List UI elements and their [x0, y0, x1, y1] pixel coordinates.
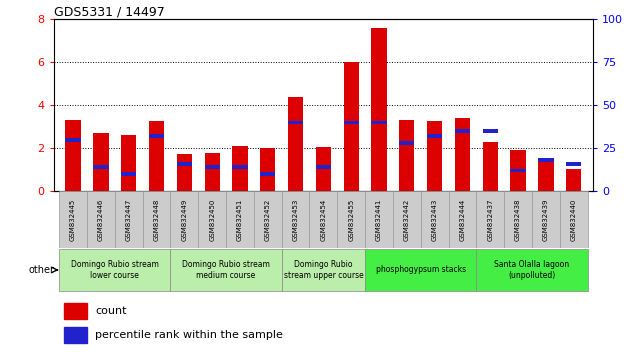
Bar: [260, 148, 275, 191]
Text: GSM832446: GSM832446: [98, 198, 104, 241]
Text: GSM832448: GSM832448: [153, 198, 160, 241]
Bar: [170, 191, 198, 248]
Text: GSM832454: GSM832454: [321, 198, 326, 241]
Bar: [177, 154, 192, 191]
Text: GSM832440: GSM832440: [570, 198, 577, 241]
Text: phosphogypsum stacks: phosphogypsum stacks: [375, 266, 466, 274]
FancyBboxPatch shape: [476, 249, 587, 291]
Bar: [66, 120, 81, 191]
Text: GSM832443: GSM832443: [432, 198, 438, 241]
Text: GSM832441: GSM832441: [376, 198, 382, 241]
Bar: [532, 191, 560, 248]
Text: GSM832452: GSM832452: [265, 198, 271, 241]
Bar: [449, 191, 476, 248]
Bar: [538, 162, 553, 191]
Bar: [455, 129, 470, 133]
Bar: [483, 142, 498, 191]
Bar: [260, 172, 275, 176]
Bar: [204, 153, 220, 191]
FancyBboxPatch shape: [365, 249, 476, 291]
Bar: [399, 141, 415, 145]
Text: GSM832450: GSM832450: [209, 198, 215, 241]
Bar: [510, 150, 526, 191]
FancyBboxPatch shape: [170, 249, 281, 291]
Text: percentile rank within the sample: percentile rank within the sample: [95, 330, 283, 340]
Bar: [316, 165, 331, 169]
Bar: [427, 134, 442, 138]
Text: GSM832447: GSM832447: [126, 198, 132, 241]
Text: GSM832444: GSM832444: [459, 198, 466, 241]
Bar: [421, 191, 449, 248]
FancyBboxPatch shape: [281, 249, 365, 291]
Text: GSM832455: GSM832455: [348, 198, 354, 241]
Text: GSM832437: GSM832437: [487, 198, 493, 241]
Bar: [64, 327, 87, 343]
Bar: [143, 191, 170, 248]
Bar: [566, 169, 581, 191]
Bar: [198, 191, 226, 248]
Bar: [121, 135, 136, 191]
Bar: [149, 121, 164, 191]
Text: GSM832438: GSM832438: [515, 198, 521, 241]
Text: GSM832442: GSM832442: [404, 198, 410, 241]
Text: Santa Olalla lagoon
(unpolluted): Santa Olalla lagoon (unpolluted): [495, 260, 570, 280]
Bar: [64, 303, 87, 319]
Bar: [566, 162, 581, 166]
Bar: [560, 191, 587, 248]
Bar: [93, 165, 109, 169]
Bar: [177, 162, 192, 166]
Bar: [427, 121, 442, 191]
Bar: [232, 165, 247, 169]
Bar: [93, 133, 109, 191]
Bar: [476, 191, 504, 248]
Bar: [59, 191, 87, 248]
Bar: [121, 172, 136, 176]
Bar: [232, 146, 247, 191]
Bar: [309, 191, 338, 248]
Text: Domingo Rubio
stream upper course: Domingo Rubio stream upper course: [283, 260, 363, 280]
Text: Domingo Rubio stream
medium course: Domingo Rubio stream medium course: [182, 260, 270, 280]
Bar: [66, 138, 81, 142]
Bar: [288, 121, 304, 124]
Bar: [455, 118, 470, 191]
Bar: [288, 97, 304, 191]
Text: count: count: [95, 306, 127, 316]
Bar: [254, 191, 281, 248]
Text: GSM832449: GSM832449: [181, 198, 187, 241]
Bar: [343, 121, 359, 124]
Bar: [338, 191, 365, 248]
Text: GSM832453: GSM832453: [293, 198, 298, 241]
Bar: [365, 191, 393, 248]
Bar: [504, 191, 532, 248]
Text: other: other: [28, 265, 54, 275]
Bar: [393, 191, 421, 248]
Bar: [226, 191, 254, 248]
Bar: [115, 191, 143, 248]
Bar: [483, 129, 498, 133]
Bar: [281, 191, 309, 248]
Bar: [204, 165, 220, 169]
Text: GSM832451: GSM832451: [237, 198, 243, 241]
Bar: [149, 134, 164, 138]
Bar: [316, 147, 331, 191]
Text: Domingo Rubio stream
lower course: Domingo Rubio stream lower course: [71, 260, 159, 280]
Text: GSM832439: GSM832439: [543, 198, 549, 241]
Text: GSM832445: GSM832445: [70, 198, 76, 241]
Bar: [510, 169, 526, 172]
Bar: [372, 121, 387, 124]
Bar: [399, 120, 415, 191]
Text: GDS5331 / 14497: GDS5331 / 14497: [54, 5, 165, 18]
Bar: [87, 191, 115, 248]
FancyBboxPatch shape: [59, 249, 170, 291]
Bar: [343, 62, 359, 191]
Bar: [538, 158, 553, 162]
Bar: [372, 28, 387, 191]
